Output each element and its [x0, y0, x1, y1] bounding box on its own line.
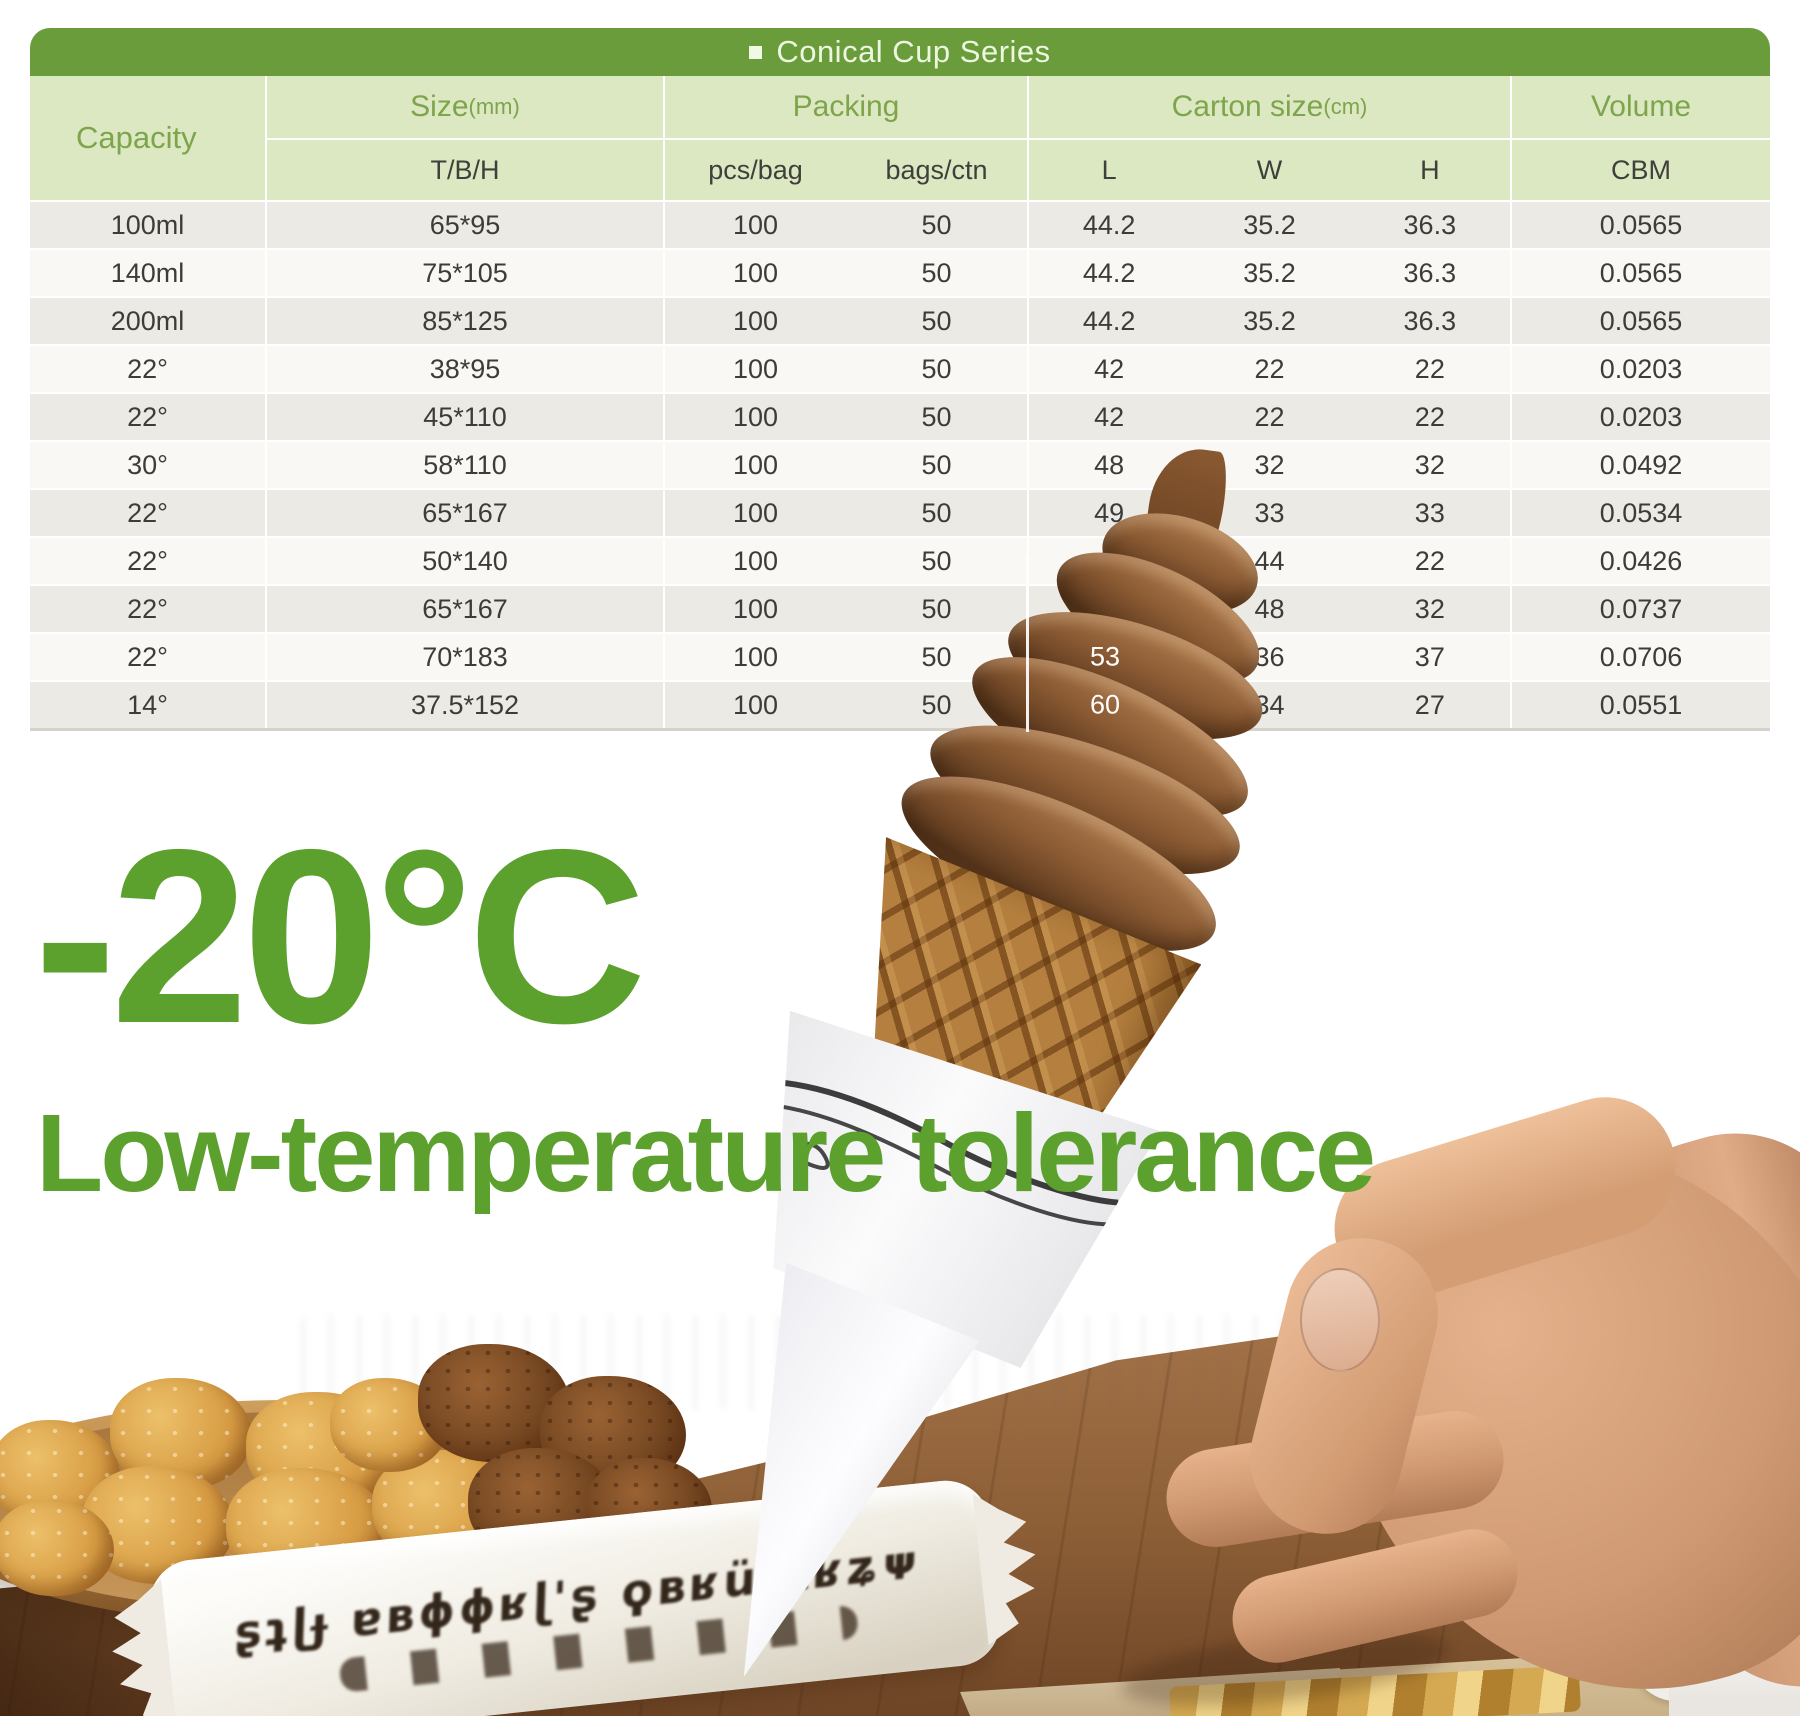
cell-capacity: 22° — [30, 394, 265, 440]
cell-packing: 100 50 — [665, 634, 1027, 680]
cell-size: 65*167 — [267, 490, 663, 536]
cell-packing: 100 50 — [665, 202, 1027, 248]
tagline-headline: Low-temperature tolerance — [36, 1092, 1376, 1215]
temperature-headline: -20°C — [34, 797, 647, 1075]
cell-cbm: 0.0706 — [1512, 634, 1770, 680]
soft-serve-cone-photo — [397, 334, 1544, 1716]
cell-size: 50*140 — [267, 538, 663, 584]
cell-capacity: 100ml — [30, 202, 265, 248]
header-packing: Packing — [665, 76, 1027, 138]
cell-capacity: 22° — [30, 346, 265, 392]
cookie — [0, 1500, 114, 1596]
cell-packing: 100 50 — [665, 298, 1027, 344]
cell-cbm: 0.0565 — [1512, 202, 1770, 248]
subheader-packing: pcs/bag bags/ctn — [665, 140, 1027, 200]
cell-packing: 100 50 — [665, 682, 1027, 728]
cell-size: 85*125 — [267, 298, 663, 344]
cell-size: 70*183 — [267, 634, 663, 680]
cell-carton: 42 22 22 — [1029, 394, 1510, 440]
sleeve-scribble-lines — [691, 983, 1167, 1387]
cell-packing: 100 50 — [665, 538, 1027, 584]
cell-capacity: 30° — [30, 442, 265, 488]
square-bullet-icon — [749, 45, 763, 59]
cell-packing: 100 50 — [665, 250, 1027, 296]
cell-carton: 44.2 35.2 36.3 — [1029, 250, 1510, 296]
cell-cbm: 0.0565 — [1512, 250, 1770, 296]
thumbnail — [1300, 1268, 1380, 1372]
table-divider-over-photo — [1026, 556, 1029, 732]
series-title: Conical Cup Series — [776, 34, 1051, 69]
cell-carton: 48 32 32 — [1029, 442, 1510, 488]
cell-size: 65*167 — [267, 586, 663, 632]
header-size: Size (mm) — [267, 76, 663, 138]
cell-capacity: 22° — [30, 538, 265, 584]
paper-sleeve — [691, 983, 1167, 1387]
cell-cbm: 0.0203 — [1512, 394, 1770, 440]
overlaid-cell-value: 60 — [1089, 689, 1121, 720]
cell-packing: 100 50 — [665, 394, 1027, 440]
subheader-cbm: CBM — [1512, 140, 1770, 200]
cell-carton: 44.2 35.2 36.3 — [1029, 202, 1510, 248]
cell-cbm: 0.0492 — [1512, 442, 1770, 488]
cell-cbm: 0.0737 — [1512, 586, 1770, 632]
cell-cbm: 0.0534 — [1512, 490, 1770, 536]
spec-table: Capacity Size (mm) Packing Carton size (cm… — [30, 76, 1770, 731]
header-volume: Volume — [1512, 76, 1770, 138]
cell-capacity: 22° — [30, 586, 265, 632]
series-title-bar: Conical Cup Series — [30, 28, 1770, 76]
cell-packing: 100 50 — [665, 346, 1027, 392]
cell-cbm: 0.0426 — [1512, 538, 1770, 584]
cell-cbm: 0.0203 — [1512, 346, 1770, 392]
cell-capacity: 22° — [30, 490, 265, 536]
cell-packing: 100 50 — [665, 586, 1027, 632]
cell-size: 58*110 — [267, 442, 663, 488]
cell-capacity: 140ml — [30, 250, 265, 296]
cell-capacity: 22° — [30, 634, 265, 680]
subheader-tbh: T/B/H — [267, 140, 663, 200]
cell-packing: 100 50 — [665, 490, 1027, 536]
cell-size: 38*95 — [267, 346, 663, 392]
cell-size: 37.5*152 — [267, 682, 663, 728]
header-capacity: Capacity — [30, 76, 265, 200]
cell-packing: 100 50 — [665, 442, 1027, 488]
cell-carton: 42 22 22 — [1029, 346, 1510, 392]
cell-capacity: 200ml — [30, 298, 265, 344]
overlaid-cell-value: 53 — [1089, 641, 1121, 672]
header-carton-size: Carton size (cm) — [1029, 76, 1510, 138]
cell-carton: 44.2 35.2 36.3 — [1029, 298, 1510, 344]
cell-size: 65*95 — [267, 202, 663, 248]
cell-size: 75*105 — [267, 250, 663, 296]
cell-cbm: 0.0565 — [1512, 298, 1770, 344]
cell-size: 45*110 — [267, 394, 663, 440]
cell-cbm: 0.0551 — [1512, 682, 1770, 728]
cell-capacity: 14° — [30, 682, 265, 728]
